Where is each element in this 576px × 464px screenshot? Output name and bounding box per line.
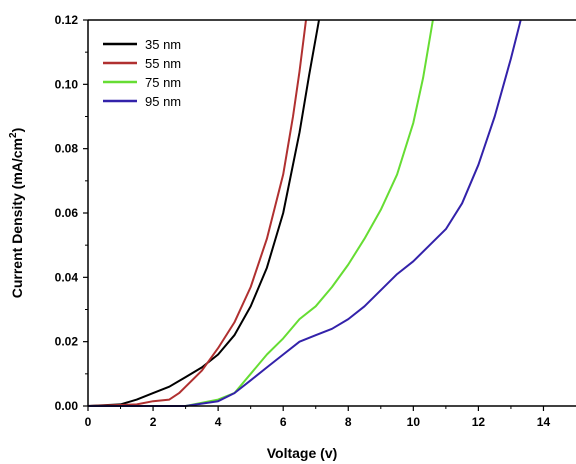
x-tick-label: 14 [537,415,551,429]
y-axis-title-close: ) [9,128,25,133]
legend-label: 75 nm [145,75,181,90]
y-tick-label: 0.00 [55,399,79,413]
x-tick-label: 6 [280,415,287,429]
y-axis-title-main: Current Density (mA/cm [9,138,25,298]
x-tick-label: 8 [345,415,352,429]
y-tick-label: 0.06 [55,206,79,220]
x-tick-label: 2 [150,415,157,429]
y-tick-label: 0.08 [55,142,79,156]
x-tick-label: 10 [407,415,421,429]
y-tick-label: 0.04 [55,270,79,284]
series-line-35-nm [87,19,320,407]
x-axis-title: Voltage (v) [267,445,338,461]
y-tick-label: 0.12 [55,13,79,27]
plot-background [88,20,576,406]
y-axis-title-sup: 2 [8,132,19,138]
legend-label: 35 nm [145,37,181,52]
y-tick-label: 0.02 [55,335,79,349]
legend-label: 95 nm [145,94,181,109]
x-tick-label: 12 [472,415,486,429]
legend: 35 nm 55 nm 75 nm 95 nm [103,37,181,109]
x-tick-label: 0 [85,415,92,429]
series-line-55-nm [87,19,307,407]
series-layer [87,19,522,407]
plot-area [88,20,576,406]
y-tick-label: 0.10 [55,77,79,91]
y-axis-title: Current Density (mA/cm2) [8,128,25,299]
legend-label: 55 nm [145,56,181,71]
series-line-95-nm [88,19,522,407]
x-tick-label: 4 [215,415,222,429]
axes-layer: 0 2 4 6 8 10 12 14 0.00 0.02 0.04 0.06 0.08 0.10 0.12 [55,13,576,429]
